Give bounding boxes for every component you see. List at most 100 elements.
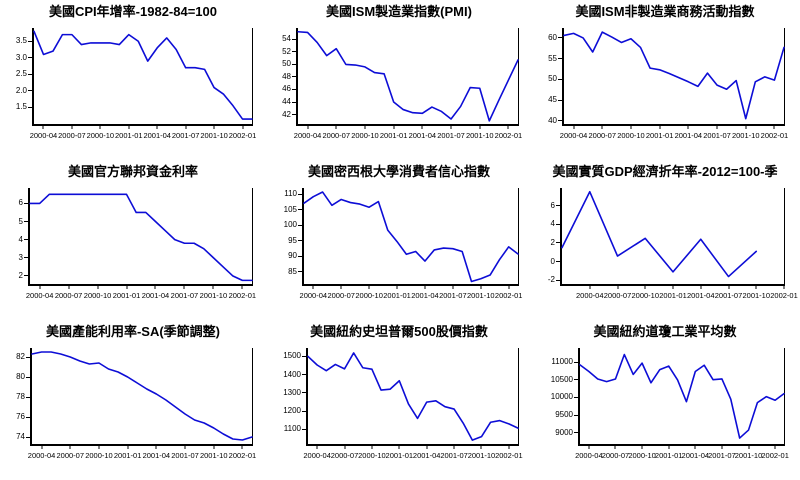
x-tick-label: 2000-07 bbox=[603, 291, 632, 300]
chart-title: 美國紐約史坦普爾500股價指數 bbox=[310, 324, 488, 339]
chart-title: 美國實質GDP經濟折年率-2012=100-季 bbox=[552, 164, 778, 179]
x-tick-mark bbox=[507, 126, 509, 129]
chart-cell-3: 美國ISM非製造業商務活動指數 40 45 50 55 60 2000-04 2000-07… bbox=[532, 0, 798, 160]
y-tick-label: 95 bbox=[288, 235, 297, 245]
x-tick-mark bbox=[398, 446, 400, 449]
y-tick-label: 76 bbox=[16, 412, 25, 421]
x-tick-mark bbox=[453, 446, 455, 449]
y-tick-label: 2 bbox=[550, 237, 555, 247]
y-tick-label: 9500 bbox=[555, 410, 573, 420]
chart-title: 美國官方聯邦資金利率 bbox=[67, 164, 198, 179]
x-tick-mark bbox=[421, 126, 423, 129]
x-tick-label: 2001-07 bbox=[171, 131, 200, 140]
y-tick-label: 48 bbox=[282, 71, 291, 81]
y-tick-mark bbox=[24, 239, 28, 241]
y-tick-mark bbox=[292, 114, 296, 116]
line-chart-svg bbox=[298, 28, 518, 124]
x-tick-label: 2002-01 bbox=[228, 451, 257, 460]
y-tick-label: 90 bbox=[288, 251, 297, 261]
y-tick-mark bbox=[26, 396, 30, 398]
x-tick-label: 2000-10 bbox=[83, 291, 112, 300]
x-tick-mark bbox=[39, 286, 41, 289]
y-tick-mark bbox=[292, 51, 296, 53]
x-tick-label: 2001-04 bbox=[686, 291, 715, 300]
y-tick-mark bbox=[28, 90, 32, 92]
line-chart-svg bbox=[30, 188, 252, 284]
x-tick-mark bbox=[773, 126, 775, 129]
x-tick-label: 2000-10 bbox=[628, 451, 656, 460]
x-tick-mark bbox=[126, 286, 128, 289]
y-tick-label: 54 bbox=[282, 34, 291, 44]
plot-area: 40 45 50 55 60 2000-04 2000-07 2000-10 2001-01 20… bbox=[548, 28, 788, 140]
x-tick-mark bbox=[774, 446, 776, 449]
y-tick-mark bbox=[298, 224, 302, 226]
x-tick-label: 2001-01 bbox=[383, 291, 411, 300]
x-tick-mark bbox=[69, 446, 71, 449]
x-tick-mark bbox=[393, 126, 395, 129]
y-tick-label: 1200 bbox=[283, 406, 301, 416]
x-tick-mark bbox=[128, 126, 130, 129]
chart-cell-1: 美國CPI年增率-1982-84=100 1.5 2.0 2.5 3.0 3.5 2000… bbox=[0, 0, 266, 160]
plot-area: 2 3 4 5 6 2000-04 2000-07 2000-10 2001-01 2001-04… bbox=[19, 188, 256, 300]
x-tick-label: 2000-07 bbox=[58, 131, 86, 140]
y-tick-label: 4 bbox=[550, 219, 555, 229]
line-chart-svg bbox=[34, 28, 252, 124]
y-tick-label: 4 bbox=[18, 234, 23, 244]
line-chart-svg bbox=[564, 28, 784, 124]
y-tick-mark bbox=[24, 275, 28, 277]
plot-area: 1100 1200 1300 1400 1500 2000-04 2000-07 2000-1… bbox=[283, 348, 523, 460]
line-chart-svg bbox=[562, 188, 784, 284]
x-tick-label: 2000-10 bbox=[86, 131, 115, 140]
y-tick-label: 6 bbox=[550, 200, 555, 210]
x-tick-mark bbox=[42, 126, 44, 129]
x-tick-label: 2000-04 bbox=[559, 131, 588, 140]
y-tick-label: 9000 bbox=[555, 427, 573, 437]
x-tick-mark bbox=[344, 446, 346, 449]
x-tick-label: 2001-01 bbox=[654, 451, 683, 460]
y-tick-label: 1.5 bbox=[15, 102, 27, 112]
x-tick-mark bbox=[617, 286, 618, 289]
x-tick-label: 2000-07 bbox=[601, 451, 630, 460]
x-tick-mark bbox=[213, 446, 215, 449]
line-chart-svg bbox=[580, 348, 784, 444]
y-tick-mark bbox=[298, 255, 302, 257]
line-chart-svg bbox=[304, 188, 518, 284]
y-tick-label: 1400 bbox=[283, 369, 301, 379]
x-tick-mark bbox=[728, 286, 729, 289]
x-tick-mark bbox=[479, 126, 481, 129]
x-tick-mark bbox=[241, 286, 243, 289]
y-tick-label: 46 bbox=[282, 84, 291, 94]
x-tick-label: 2001-04 bbox=[411, 291, 439, 300]
x-tick-mark bbox=[700, 286, 702, 289]
y-tick-label: 11000 bbox=[551, 357, 573, 367]
y-tick-mark bbox=[574, 379, 578, 381]
y-tick-label: 44 bbox=[282, 97, 291, 107]
x-tick-label: 2000-07 bbox=[588, 131, 617, 140]
x-tick-mark bbox=[450, 126, 452, 129]
x-tick-label: 2000-04 bbox=[25, 291, 54, 300]
x-tick-mark bbox=[748, 446, 750, 449]
y-tick-mark bbox=[26, 376, 30, 378]
chart-title: 美國紐約道瓊工業平均數 bbox=[593, 324, 737, 339]
x-tick-mark bbox=[184, 446, 186, 449]
x-tick-label: 2001-10 bbox=[465, 131, 494, 140]
x-tick-mark bbox=[614, 446, 616, 449]
y-tick-mark bbox=[298, 193, 302, 195]
x-tick-mark bbox=[672, 286, 674, 289]
x-tick-mark bbox=[154, 286, 156, 289]
x-tick-label: 2001-04 bbox=[408, 131, 437, 140]
y-tick-mark bbox=[24, 257, 28, 259]
x-tick-label: 2001-10 bbox=[467, 451, 496, 460]
y-tick-mark bbox=[292, 88, 296, 90]
x-tick-mark bbox=[452, 286, 454, 289]
y-tick-mark bbox=[558, 58, 562, 60]
x-tick-label: 2001-01 bbox=[115, 131, 143, 140]
x-tick-label: 2000-10 bbox=[631, 291, 660, 300]
x-tick-mark bbox=[316, 446, 318, 449]
y-tick-mark bbox=[28, 106, 32, 108]
x-tick-label: 2002-01 bbox=[761, 451, 789, 460]
y-tick-label: 42 bbox=[282, 109, 291, 119]
x-tick-label: 2001-10 bbox=[731, 131, 760, 140]
x-tick-label: 2001-07 bbox=[708, 451, 736, 460]
